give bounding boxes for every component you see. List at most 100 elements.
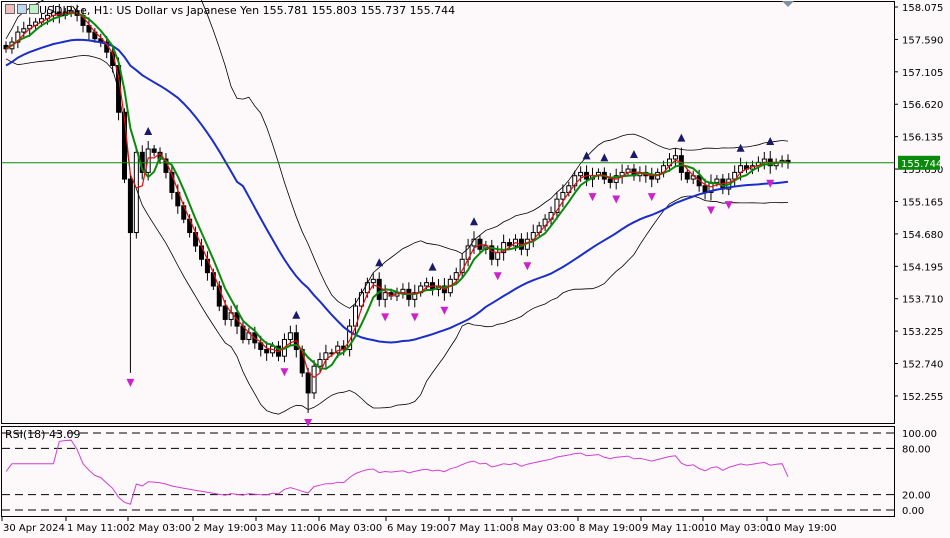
candle (732, 171, 738, 180)
fractal-up-arrow (736, 143, 745, 152)
candle (382, 292, 388, 300)
fractal-down-arrow (588, 193, 597, 202)
candle (453, 272, 459, 280)
candle (264, 348, 270, 354)
chart-shift-marker (782, 1, 794, 7)
candle (714, 178, 720, 183)
price-tick-label: 153.225 (902, 327, 943, 338)
one-click-trading-icon[interactable] (5, 4, 15, 14)
candle (133, 151, 139, 234)
chart-header: USDJPY.e, H1: US Dollar vs Japanese Yen … (39, 4, 456, 17)
time-tick-label: 2 May 03:00 (129, 523, 191, 534)
candle (258, 342, 264, 350)
price-tick-label: 155.650 (902, 165, 943, 176)
candles (3, 4, 791, 413)
time-tick-label: 10 May 03:00 (704, 523, 773, 534)
candle (572, 175, 578, 187)
candle (495, 252, 501, 260)
candle (216, 285, 222, 307)
time-tick-label: 30 Apr 2024 (3, 523, 65, 534)
sell-panel-icon[interactable] (17, 4, 27, 14)
rsi-level-label: 80.00 (902, 444, 931, 455)
fractal-down-arrow (381, 313, 390, 322)
rsi-level-label: 100.00 (902, 429, 937, 440)
rsi-indicator-pane[interactable] (1, 426, 895, 517)
price-tick-label: 156.620 (902, 100, 943, 111)
candle (287, 332, 293, 340)
fractal-up-arrow (582, 151, 591, 160)
candle (317, 359, 323, 367)
fractal-down-arrow (612, 195, 621, 204)
rsi-level-label: 20.00 (902, 491, 931, 502)
candle (672, 155, 678, 160)
time-tick-label: 9 May 11:00 (642, 523, 704, 534)
fractal-down-arrow (523, 262, 532, 271)
fractal-up-arrow (766, 137, 775, 146)
fractal-up-arrow (629, 150, 638, 159)
candle (530, 232, 536, 240)
candle (507, 242, 513, 247)
ma-long-line (5, 38, 789, 344)
ma-fast-line (5, 12, 789, 379)
rsi-line (5, 439, 789, 505)
candle (554, 198, 560, 213)
candle (501, 242, 507, 254)
candle (169, 171, 175, 193)
candle (376, 278, 382, 300)
bollinger-lower (5, 55, 789, 415)
current-price-badge (898, 155, 940, 170)
candle (222, 305, 228, 320)
price-tick-label: 152.740 (902, 360, 943, 371)
candle (424, 282, 430, 287)
time-tick-label: 8 May 03:00 (513, 523, 575, 534)
time-tick-label: 1 May 11:00 (67, 523, 129, 534)
fractal-down-arrow (410, 313, 419, 322)
candle (210, 272, 216, 287)
candle (311, 365, 317, 394)
time-tick-label: 6 May 03:00 (320, 523, 382, 534)
buy-panel-icon[interactable] (29, 4, 39, 14)
rsi-level-label: 0.00 (902, 506, 924, 517)
candle (560, 191, 566, 200)
price-tick-label: 154.195 (902, 262, 943, 273)
fractal-down-arrow (304, 418, 313, 427)
fractal-up-arrow (375, 258, 384, 267)
candle (21, 28, 27, 33)
fractal-down-arrow (706, 206, 715, 215)
candle (305, 372, 311, 394)
price-tick-label: 155.165 (902, 197, 943, 208)
fractal-down-arrow (440, 306, 449, 315)
ma-slow-line (5, 12, 789, 370)
candle (578, 171, 584, 177)
fractal-down-arrow (647, 193, 656, 202)
price-tick-label: 157.105 (902, 68, 943, 79)
price-tick-label: 153.710 (902, 295, 943, 306)
price-tick-label: 152.255 (902, 392, 943, 403)
candle (607, 178, 613, 183)
candle (335, 345, 341, 354)
price-chart-pane[interactable] (1, 1, 895, 424)
fractal-up-arrow (292, 310, 301, 319)
fractal-up-arrow (144, 126, 153, 135)
candle (127, 178, 133, 234)
candle (412, 292, 418, 300)
candle (86, 24, 92, 33)
time-tick-label: 10 May 19:00 (768, 523, 837, 534)
candle (151, 148, 157, 153)
candle (370, 278, 376, 284)
fractal-down-arrow (280, 368, 289, 377)
fractals (126, 126, 775, 427)
fractal-down-arrow (766, 179, 775, 188)
candle (68, 10, 74, 13)
time-tick-label: 2 May 19:00 (194, 523, 256, 534)
candle (684, 171, 690, 180)
fractal-up-arrow (428, 262, 437, 271)
fractal-down-arrow (493, 272, 502, 281)
fractal-down-arrow (724, 201, 733, 210)
candle (175, 191, 181, 207)
rsi-levels: 100.00 80.00 20.00 0.00 (2, 429, 937, 517)
fractal-up-arrow (470, 217, 479, 226)
rsi-label: RSI(18) 43.09 (5, 428, 81, 441)
